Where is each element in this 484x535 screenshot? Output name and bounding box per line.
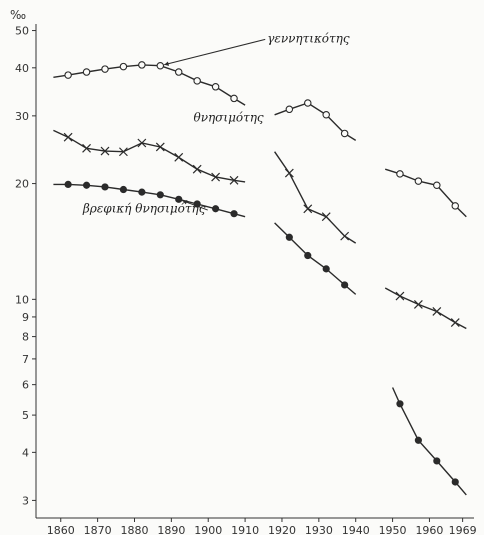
series-2 (53, 129, 467, 330)
data-point (229, 175, 239, 185)
data-point (230, 210, 238, 218)
data-point (82, 68, 91, 76)
data-point (82, 181, 91, 189)
y-axis-unit-label: ‰ (10, 8, 26, 22)
y-tick-label: 8 (22, 331, 29, 344)
data-point (211, 172, 221, 182)
x-tick-label: 1960 (415, 524, 443, 535)
data-point (211, 83, 220, 91)
data-point (119, 147, 128, 157)
data-point (304, 251, 312, 260)
x-tick-label: 1880 (120, 524, 148, 535)
data-point (303, 204, 313, 214)
data-point (155, 142, 165, 152)
data-point (451, 202, 460, 210)
annotation-arrow-line (164, 38, 266, 66)
x-tick-label: 1860 (47, 524, 75, 535)
x-tick-label: 1870 (84, 524, 112, 535)
data-point (230, 94, 238, 103)
y-tick-label: 7 (22, 353, 29, 366)
data-point (396, 170, 404, 178)
x-tick-label: 1950 (379, 524, 407, 535)
data-point (341, 281, 349, 289)
series-label: θνησιμότης (193, 111, 263, 125)
series-3 (53, 180, 467, 496)
data-point (174, 68, 183, 76)
y-tick-label: 40 (15, 62, 29, 75)
data-point (322, 265, 330, 273)
data-point (396, 400, 404, 408)
annotation-arrow-head (182, 200, 188, 205)
y-tick-label: 6 (22, 379, 29, 392)
y-tick-label: 9 (22, 311, 29, 324)
y-tick-label: 5 (22, 409, 29, 422)
x-tick-label: 1940 (342, 524, 370, 535)
data-point (340, 231, 350, 241)
series-1 (53, 61, 467, 218)
x-tick-label: 1910 (231, 524, 259, 535)
data-point (82, 143, 91, 153)
series-line (384, 287, 467, 330)
data-point (156, 191, 164, 199)
data-point (433, 181, 441, 190)
data-point (119, 185, 128, 194)
data-point (100, 146, 110, 156)
data-point (156, 61, 165, 70)
data-point (119, 62, 128, 71)
y-tick-label: 50 (15, 25, 29, 38)
data-point (285, 233, 293, 241)
x-tick-label: 1969 (449, 524, 477, 535)
data-point (193, 77, 201, 85)
data-point (138, 61, 146, 69)
y-tick-label: 20 (15, 178, 29, 191)
data-point (413, 299, 423, 309)
series-layer (53, 61, 467, 496)
data-point (174, 152, 184, 162)
annotation-arrow-head (164, 61, 170, 66)
data-point (192, 164, 202, 174)
data-point (138, 188, 146, 196)
data-point (101, 65, 109, 73)
x-tick-label: 1900 (194, 524, 222, 535)
data-point (321, 212, 331, 222)
series-line (274, 151, 357, 244)
y-tick-label: 10 (15, 293, 29, 306)
x-tick-label: 1920 (268, 524, 296, 535)
y-tick-label: 4 (22, 446, 29, 459)
data-point (304, 99, 312, 107)
data-point (284, 168, 294, 178)
annotation-layer: γεννητικότης θνησιμότης βρεφική θνησιμότης (82, 32, 350, 216)
series-label: γεννητικότης (267, 32, 350, 46)
series-line (53, 129, 246, 183)
y-tick-label: 3 (22, 494, 29, 507)
x-tick-label: 1930 (305, 524, 333, 535)
data-point (433, 457, 441, 465)
data-point (451, 478, 459, 486)
data-point (450, 318, 460, 328)
data-point (64, 71, 72, 79)
data-point (175, 195, 183, 203)
x-tick-label: 1890 (157, 524, 185, 535)
data-point (101, 183, 109, 191)
data-point (285, 105, 294, 114)
data-point (340, 129, 349, 138)
series-label: βρεφική θνησιμότης (82, 202, 206, 216)
data-point (212, 205, 220, 213)
data-point (322, 111, 330, 119)
data-point (64, 180, 72, 189)
data-point (63, 132, 73, 142)
data-point (414, 177, 423, 185)
data-point (414, 436, 422, 444)
data-point (432, 307, 442, 316)
y-tick-label: 30 (15, 110, 29, 123)
data-point (137, 138, 147, 148)
data-point (395, 291, 405, 301)
annotation-arrow-line (182, 200, 208, 211)
axes: 3 4 5 6 7 8 9 10 20 30 40 50 1860 1870 1880 1890 1900 191… (15, 24, 477, 535)
